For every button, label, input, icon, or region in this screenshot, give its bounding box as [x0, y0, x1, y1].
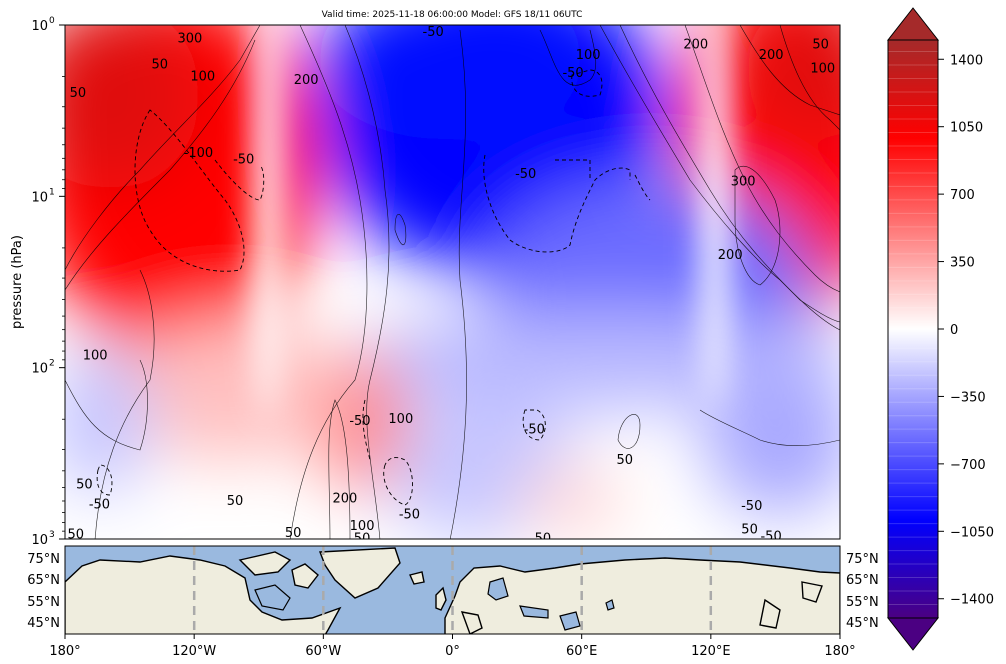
contour-label: 50: [616, 453, 633, 468]
contour-label: 50: [67, 527, 84, 542]
colorbar-tick-label: −350: [950, 390, 986, 405]
y-tick-exponent: 2: [49, 359, 55, 369]
contour-label: 50: [812, 38, 829, 53]
map-lat-left-75: 75°N: [27, 552, 60, 567]
y-tick-label: 10: [31, 190, 48, 205]
x-tick-label: 0°: [445, 644, 460, 659]
colorbar-tick-label: 1400: [950, 53, 983, 68]
contour-label: 200: [294, 73, 319, 88]
y-tick-exponent: 1: [49, 187, 55, 197]
contour-label: 100: [576, 48, 601, 63]
contour-label: -50: [233, 153, 254, 168]
contour-label: 200: [332, 491, 357, 506]
contour-label: 50: [741, 522, 758, 537]
contour-label: 100: [350, 519, 375, 534]
map-lat-left-65: 65°N: [27, 573, 60, 588]
contour-label: -50: [524, 423, 545, 438]
contour-label: 50: [285, 526, 302, 541]
colorbar-min-extend: [886, 617, 940, 651]
contour-label: 50: [151, 57, 168, 72]
plot-frame: [64, 24, 841, 540]
contour-label: 200: [683, 38, 708, 53]
colorbar-tick-label: 350: [950, 256, 975, 271]
map-panel: 75°N 65°N 55°N 45°N 75°N 65°N 55°N 45°N: [27, 545, 879, 635]
y-tick-label: 10: [31, 362, 48, 377]
map-lat-right-55: 55°N: [846, 595, 879, 610]
x-tick-label: 60°W: [305, 644, 341, 659]
chart-title: Valid time: 2025-11-18 06:00:00 Model: G…: [322, 10, 583, 20]
y-tick-exponent: 3: [49, 530, 55, 540]
landmasses: [65, 547, 840, 634]
contour-label: 50: [227, 494, 244, 509]
contour-label: 50: [70, 86, 87, 101]
y-tick-label: 10: [31, 19, 48, 34]
map-lat-right-45: 45°N: [846, 616, 879, 631]
contour-label: -50: [399, 508, 420, 523]
lakes-and-seas: [254, 577, 615, 631]
colorbar-tick-label: 700: [950, 188, 975, 203]
y-tick-exponent: 0: [49, 16, 55, 26]
contour-label: -50: [349, 414, 370, 429]
x-tick-label: 60°E: [566, 644, 597, 659]
contour-label: 100: [190, 70, 215, 85]
x-tick-label: 180°: [49, 644, 80, 659]
colorbar-tick-label: 0: [950, 323, 958, 338]
x-tick-label: 120°E: [691, 644, 731, 659]
contour-label: -50: [515, 167, 536, 182]
colorbar-tick-label: −1400: [950, 593, 994, 608]
contour-label: -50: [760, 530, 781, 545]
map-lat-right-65: 65°N: [846, 573, 879, 588]
y-tick-label: 10: [31, 533, 48, 548]
contour-label: 200: [718, 248, 743, 263]
x-tick-label: 120°W: [172, 644, 216, 659]
contour-label: 50: [354, 531, 371, 546]
contour-label: -100: [184, 146, 214, 161]
x-tick-label: 180°: [824, 644, 855, 659]
contour-label: 100: [83, 349, 108, 364]
x-axis: 180° 120°W 60°W 0° 60°E 120°E 180°: [49, 634, 856, 659]
contour-lines: [65, 25, 840, 539]
colorbar-gradient: [888, 40, 938, 618]
map-lat-right-75: 75°N: [846, 552, 879, 567]
map-lat-left-55: 55°N: [27, 595, 60, 610]
contour-label: 50: [535, 531, 552, 546]
colorbar-tick-label: 1050: [950, 121, 983, 136]
contour-label: -50: [423, 25, 444, 40]
contour-label: 300: [731, 175, 756, 190]
contour-label: 50: [76, 477, 93, 492]
colorbar: 1400 1050 700 350 0 −350 −700 −1050 −1400: [886, 7, 994, 651]
contour-label: -50: [741, 499, 762, 514]
colorbar-tick-label: −700: [950, 458, 986, 473]
contour-label: 300: [177, 32, 202, 47]
contour-label: -50: [562, 66, 583, 81]
contour-label: 200: [759, 48, 784, 63]
map-lat-left-45: 45°N: [27, 616, 60, 631]
contour-label: -50: [89, 498, 110, 513]
contour-label: 100: [810, 62, 835, 77]
colorbar-tick-label: −1050: [950, 525, 994, 540]
y-axis-label: pressure (hPa): [10, 235, 25, 329]
negative-contours: [96, 69, 651, 506]
colorbar-max-extend: [886, 7, 940, 41]
contour-label: 100: [388, 412, 413, 427]
